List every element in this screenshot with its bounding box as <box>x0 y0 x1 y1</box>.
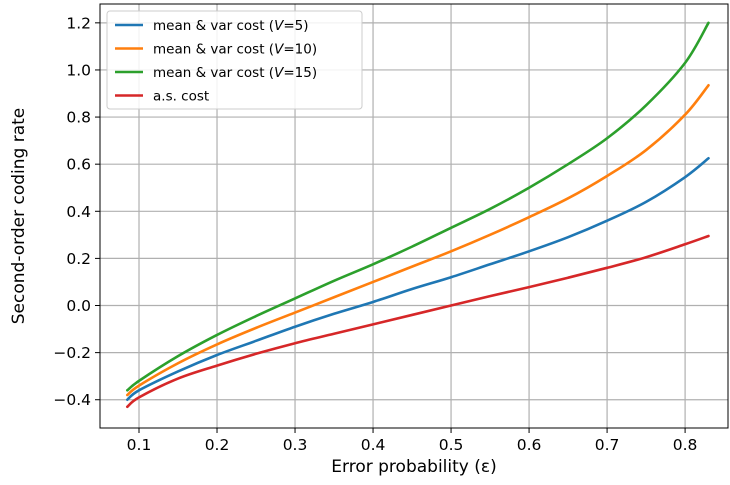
x-tick-label: 0.4 <box>361 436 386 454</box>
y-tick-label: 1.2 <box>66 14 91 32</box>
y-tick-label: 0.4 <box>66 203 91 221</box>
x-axis-label: Error probability (ε) <box>331 457 496 477</box>
x-tick-label: 0.8 <box>673 436 698 454</box>
x-tick-label: 0.6 <box>517 436 542 454</box>
axis-ticks: 0.1 0.2 0.3 0.4 0.5 0.6 0.7 0.8 −0.4 −0.2 0.0 0.2 0.… <box>53 14 697 454</box>
legend-label: a.s. cost <box>153 89 209 105</box>
y-tick-label: 0.0 <box>66 297 91 315</box>
legend: mean & var cost (V=5) mean & var cost (V=… <box>106 10 363 110</box>
series-line-4 <box>126 234 710 409</box>
plot-lines <box>126 21 710 409</box>
y-tick-label: 0.2 <box>66 250 91 268</box>
legend-label: mean & var cost (V=10) <box>153 42 317 58</box>
x-tick-label: 0.3 <box>283 436 308 454</box>
y-tick-label: 0.8 <box>66 109 91 127</box>
legend-box <box>106 10 363 110</box>
y-axis-label: Second-order coding rate <box>9 108 29 325</box>
plot-area-frame <box>99 3 729 429</box>
y-tick-label: 0.6 <box>66 156 91 174</box>
x-tick-label: 0.5 <box>439 436 464 454</box>
legend-label: mean & var cost (V=5) <box>153 18 309 34</box>
y-tick-label: −0.2 <box>53 344 91 362</box>
series-line-3 <box>126 21 710 392</box>
y-tick-label: −0.4 <box>53 391 91 409</box>
series-line-2 <box>126 83 710 397</box>
y-tick-label: 1.0 <box>66 61 91 79</box>
x-tick-label: 0.1 <box>127 436 152 454</box>
series-line-1 <box>126 156 710 402</box>
legend-label: mean & var cost (V=15) <box>153 65 317 81</box>
x-tick-label: 0.2 <box>205 436 230 454</box>
x-tick-label: 0.7 <box>595 436 620 454</box>
